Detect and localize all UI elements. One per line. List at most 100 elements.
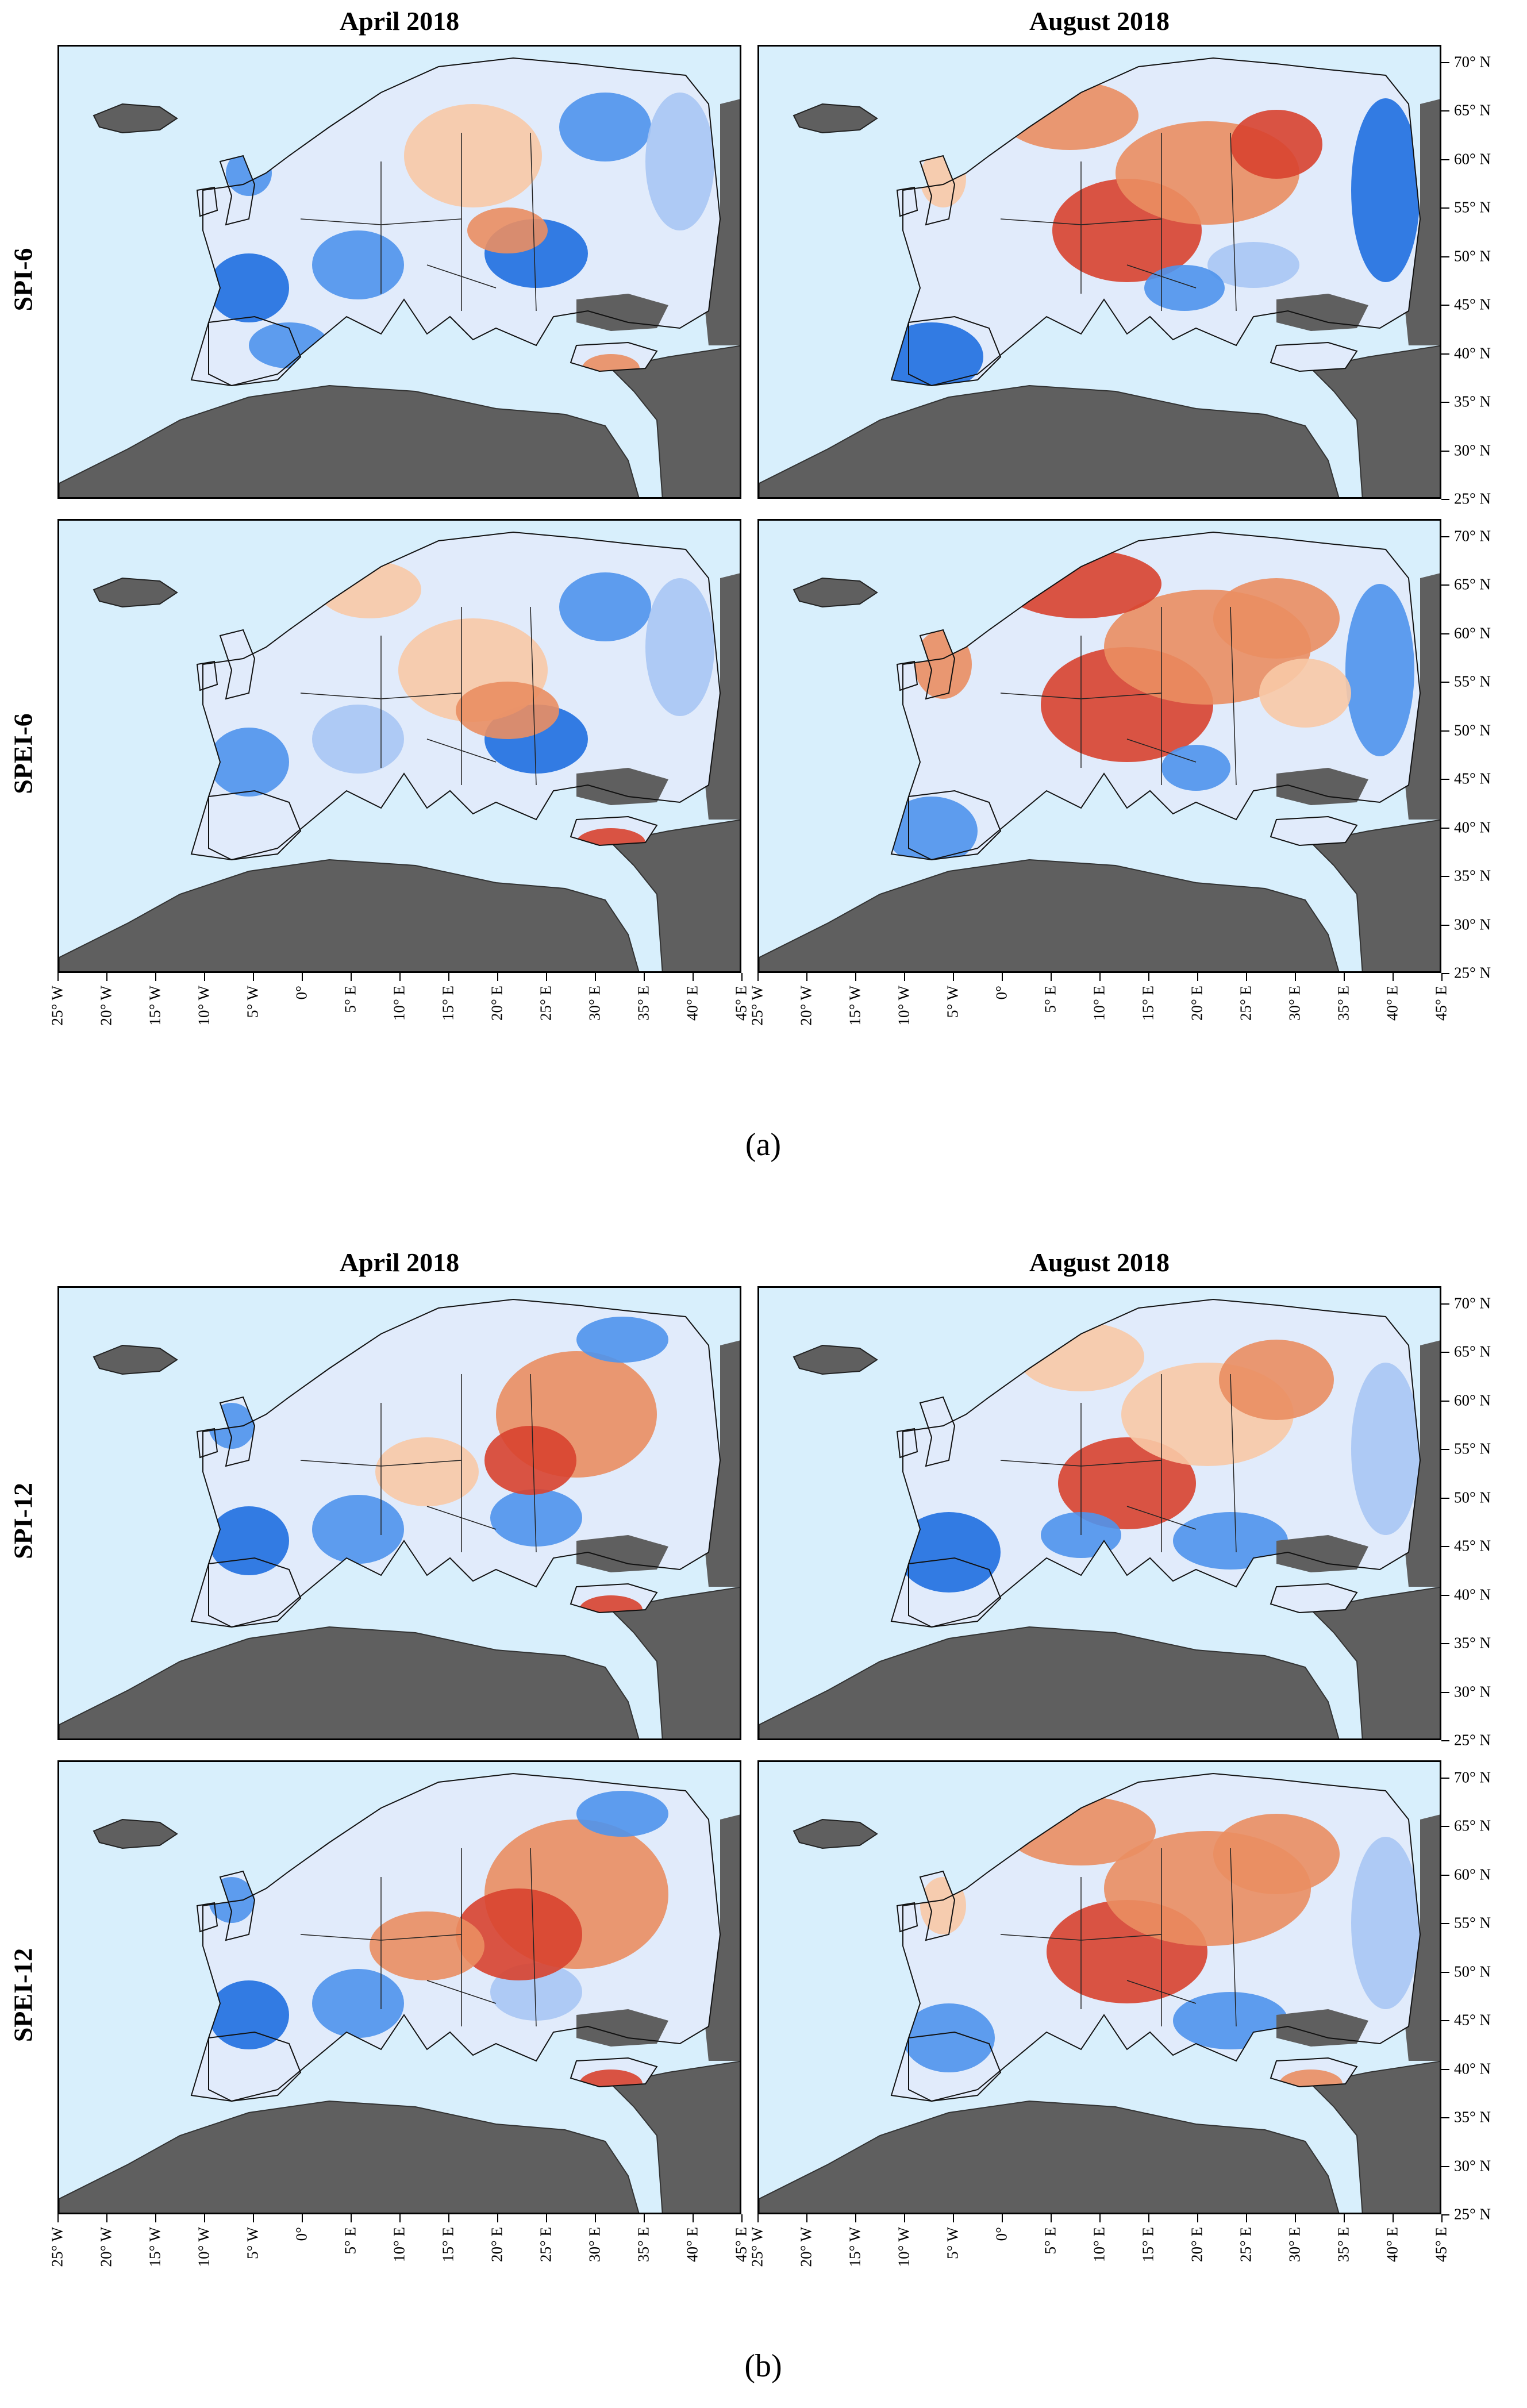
lat-tick-label: 25° N <box>1454 1731 1491 1749</box>
lon-tick-label: 15° E <box>439 986 457 1021</box>
lat-tick-label: 50° N <box>1454 1488 1491 1506</box>
lon-tick <box>1197 2214 1198 2222</box>
map-panel-spei6-april <box>57 519 741 973</box>
lat-tick-label: 30° N <box>1454 2157 1491 2175</box>
coastline <box>208 1557 302 1628</box>
lat-tick-label: 70° N <box>1454 1768 1491 1786</box>
index-blob <box>1345 584 1414 756</box>
lon-tick-label: 35° E <box>1334 986 1352 1021</box>
lon-tick <box>904 973 905 981</box>
lon-tick-label: 15° W <box>846 2227 864 2267</box>
lon-tick <box>1051 2214 1052 2222</box>
lon-tick <box>253 2214 254 2222</box>
map-panel-spi12-april <box>57 1286 741 1740</box>
lat-tick <box>1441 1826 1449 1828</box>
lat-tick-label: 50° N <box>1454 1963 1491 1980</box>
longitude-axis-left-b: 25° W 20° W 15° W 10° W 5° W 0° 5° E 10° E 15° E… <box>49 2214 750 2301</box>
coastline <box>908 790 1002 861</box>
lat-tick <box>1441 1594 1449 1596</box>
lon-tick <box>204 973 205 981</box>
index-blob <box>209 1506 289 1575</box>
lon-tick <box>693 2214 694 2222</box>
lon-tick <box>253 973 254 981</box>
iceland <box>793 103 878 134</box>
lat-tick-label: 35° N <box>1454 2108 1491 2126</box>
lon-tick-label: 10° W <box>895 986 913 1026</box>
index-blob <box>1213 578 1340 659</box>
lat-tick <box>1441 110 1449 112</box>
index-blob <box>903 2003 995 2072</box>
column-title-august-b: August 2018 <box>1029 1248 1170 1277</box>
coastline <box>208 790 302 861</box>
lat-tick <box>1441 924 1449 926</box>
lon-tick-label: 5° W <box>244 986 261 1018</box>
lon-tick-label: 20° E <box>1188 2227 1206 2263</box>
lat-tick <box>1441 682 1449 683</box>
lat-tick <box>1441 62 1449 63</box>
lon-tick <box>757 2214 759 2222</box>
lon-tick <box>806 2214 807 2222</box>
lon-tick <box>448 2214 449 2222</box>
lon-tick <box>741 973 743 981</box>
lat-tick <box>1441 827 1449 829</box>
lon-tick-label: 15° E <box>439 2227 457 2263</box>
index-blob <box>312 230 404 299</box>
lon-tick <box>155 2214 156 2222</box>
map-svg <box>759 521 1440 971</box>
coastline <box>890 57 1421 387</box>
lon-tick-label: 20° E <box>1188 986 1206 1021</box>
lon-tick <box>1295 973 1296 981</box>
lon-tick-label: 5° W <box>944 2227 961 2260</box>
lon-tick <box>904 2214 905 2222</box>
lat-tick <box>1441 1971 1449 1973</box>
lat-tick <box>1441 256 1449 257</box>
lat-tick-label: 55° N <box>1454 1440 1491 1457</box>
iceland <box>793 1344 878 1375</box>
index-blob <box>484 1426 576 1495</box>
lon-tick <box>1099 973 1101 981</box>
lon-tick <box>1197 973 1198 981</box>
lon-tick <box>204 2214 205 2222</box>
map-panel-spi6-august <box>757 45 1441 499</box>
iceland <box>93 1818 178 1849</box>
lon-tick-label: 0° <box>293 986 310 1000</box>
lon-tick-label: 30° E <box>1286 2227 1303 2263</box>
latitude-axis-row2: 70° N 65° N 60° N 55° N 50° N 45° N 40° N 35° N… <box>1441 519 1505 982</box>
lat-tick <box>1441 973 1449 974</box>
black-sea-dark <box>1276 2009 1368 2047</box>
lon-tick-label: 30° E <box>586 2227 603 2263</box>
lon-tick <box>399 2214 401 2222</box>
lon-tick <box>1246 973 1247 981</box>
lon-tick <box>106 2214 107 2222</box>
africa-landmass <box>59 384 640 497</box>
lat-tick-label: 40° N <box>1454 2060 1491 2078</box>
lon-tick-label: 45° E <box>732 2227 750 2263</box>
lat-tick-label: 60° N <box>1454 150 1491 168</box>
africa-landmass <box>59 2100 640 2213</box>
lon-tick <box>1344 973 1345 981</box>
map-svg <box>59 1762 740 2213</box>
lon-tick <box>57 2214 59 2222</box>
index-blob <box>559 93 651 161</box>
lon-tick <box>1295 2214 1296 2222</box>
lat-tick-label: 45° N <box>1454 1537 1491 1555</box>
black-sea-dark <box>576 294 668 331</box>
lon-tick-label: 25° W <box>748 986 766 1026</box>
coastline <box>896 186 918 217</box>
map-panel-spei6-august <box>757 519 1441 973</box>
map-svg <box>59 1288 740 1738</box>
lon-tick <box>302 2214 303 2222</box>
iceland <box>93 103 178 134</box>
coastline <box>919 155 956 226</box>
index-blob <box>209 728 289 797</box>
column-title-april-a: April 2018 <box>339 6 460 36</box>
lat-tick <box>1441 159 1449 160</box>
lat-tick-label: 30° N <box>1454 441 1491 459</box>
lon-tick-label: 20° W <box>797 986 815 1026</box>
index-blob <box>209 253 289 322</box>
longitude-axis-right-a: 25° W 20° W 15° W 10° W 5° W 0° 5° E 10° E 15° E… <box>749 973 1450 1059</box>
lat-tick-label: 70° N <box>1454 1294 1491 1312</box>
lat-tick <box>1441 876 1449 878</box>
lon-tick <box>546 973 547 981</box>
lat-tick-label: 60° N <box>1454 624 1491 642</box>
